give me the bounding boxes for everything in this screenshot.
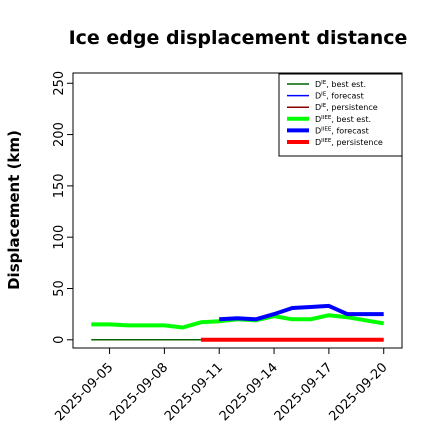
legend-entry-superscript: IE [321, 103, 327, 109]
legend-entry-symbol: D [315, 126, 321, 135]
x-tick-label: 2025-09-05 [52, 360, 116, 424]
x-tick-label: 2025-09-11 [162, 360, 226, 424]
x-tick-label: 2025-09-08 [107, 360, 171, 424]
legend-entry-de_best: DIE, best est. [315, 80, 366, 89]
x-tick-label: 2025-09-20 [327, 360, 391, 424]
legend-entry-superscript: IIEE [321, 115, 332, 121]
x-axis: 2025-09-052025-09-082025-09-112025-09-14… [52, 348, 391, 424]
legend-entry-text: , persistence [326, 103, 377, 112]
legend-entry-text: , forecast [331, 126, 368, 135]
plot-frame [72, 72, 403, 349]
legend-entry-symbol: D [315, 115, 321, 124]
legend-entry-superscript: IIEE [321, 126, 332, 132]
legend-entry-text: , best est. [326, 80, 366, 89]
y-tick-label: 100 [52, 225, 67, 250]
y-tick-label: 150 [52, 173, 67, 198]
legend-entry-dm_forecast: DIIEE, forecast [315, 126, 369, 135]
legend-entry-symbol: D [315, 138, 321, 147]
legend-entry-superscript: IE [321, 92, 327, 98]
x-tick-label: 2025-09-14 [217, 360, 281, 424]
legend-entry-text: , forecast [326, 92, 363, 101]
legend-entry-superscript: IIEE [321, 138, 332, 144]
chart-title: Ice edge displacement distance [69, 27, 408, 49]
legend-entry-dm_persistence: DIIEE, persistence [315, 138, 383, 147]
legend-entry-dm_best: DIIEE, best est. [315, 115, 371, 124]
legend-entry-symbol: D [315, 80, 321, 89]
legend-entry-text: , best est. [331, 115, 371, 124]
x-tick-label: 2025-09-17 [272, 360, 336, 424]
y-tick-label: 50 [52, 280, 67, 297]
legend-entry-symbol: D [315, 92, 321, 101]
y-axis-label: Displacement (km) [5, 130, 23, 290]
series-layer [91, 303, 385, 342]
y-axis: 0 50 100 150 200 250 [52, 71, 73, 344]
legend-entry-superscript: IE [321, 80, 327, 86]
legend-entry-text: , persistence [331, 138, 382, 147]
legend-entry-de_persistence: DIE, persistence [315, 103, 378, 112]
y-tick-label: 250 [52, 71, 67, 96]
y-tick-label: 200 [52, 122, 67, 147]
legend-entry-symbol: D [315, 103, 321, 112]
y-tick-label: 0 [52, 336, 67, 344]
legend-entry-de_forecast: DIE, forecast [315, 92, 364, 101]
series-line-dm_forecast [219, 303, 384, 322]
